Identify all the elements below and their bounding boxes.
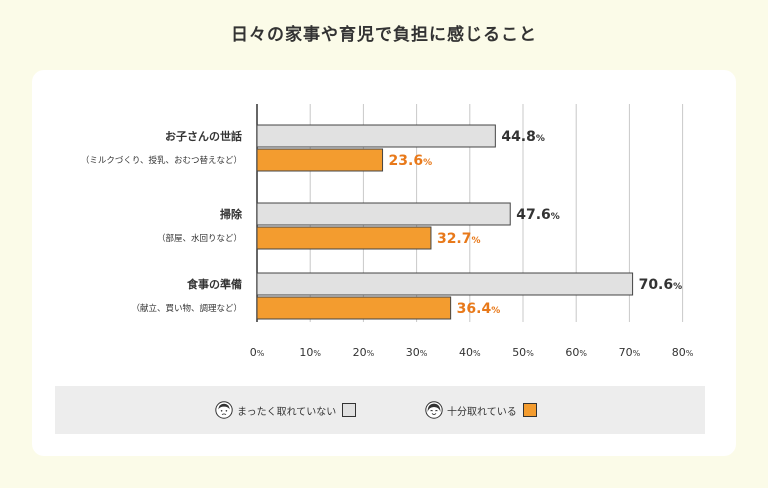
legend-label-enough: 十分取れている: [447, 406, 517, 418]
category-label: 掃除: [220, 207, 243, 221]
category-label: お子さんの世話: [165, 129, 242, 143]
legend-swatch-none: [342, 403, 357, 417]
chart-title: 日々の家事や育児で負担に感じること: [231, 25, 537, 45]
bar: [256, 272, 634, 296]
chart-card: 0% 10% 20% 30% 40% 50% 60% 70% 80% 44.8% 23.6% お子さん…: [32, 70, 736, 456]
bar-value-label: 44.8%: [501, 129, 545, 145]
x-tick-label: 40%: [459, 346, 481, 359]
x-tick-label: 30%: [406, 346, 428, 359]
category-sublabel: （部屋、水回りなど）: [157, 233, 242, 244]
legend-item-none: まったく取れていない: [215, 398, 357, 422]
category-sublabel: （献立、買い物、調理など）: [131, 303, 242, 314]
bar-value-label: 70.6%: [639, 277, 683, 293]
bar: [256, 124, 496, 148]
x-tick-label: 0%: [250, 346, 265, 359]
x-tick-label: 60%: [565, 346, 587, 359]
bar-value-label: 23.6%: [389, 153, 433, 169]
legend: まったく取れていない 十分取れている: [55, 386, 705, 434]
bar: [256, 226, 432, 250]
legend-item-enough: 十分取れている: [425, 398, 537, 422]
smiling-woman-icon: [425, 401, 443, 419]
legend-label-none: まったく取れていない: [237, 406, 337, 418]
x-tick-label: 50%: [512, 346, 534, 359]
legend-swatch-enough: [522, 403, 537, 417]
x-tick-label: 70%: [619, 346, 641, 359]
bar-value-label: 32.7%: [437, 231, 481, 247]
x-tick-label: 80%: [672, 346, 694, 359]
bar-value-label: 47.6%: [516, 207, 560, 223]
bar: [256, 296, 452, 320]
category-sublabel: （ミルクづくり、授乳、おむつ替えなど）: [81, 155, 242, 166]
bar-chart: 0% 10% 20% 30% 40% 50% 60% 70% 80% 44.8% 23.6% お子さん…: [81, 104, 694, 359]
category-label: 食事の準備: [187, 277, 242, 291]
bar: [256, 148, 384, 172]
x-tick-label: 10%: [299, 346, 321, 359]
x-tick-label: 20%: [353, 346, 375, 359]
bar: [256, 202, 511, 226]
bar-value-label: 36.4%: [457, 301, 501, 317]
sad-woman-icon: [215, 401, 233, 419]
